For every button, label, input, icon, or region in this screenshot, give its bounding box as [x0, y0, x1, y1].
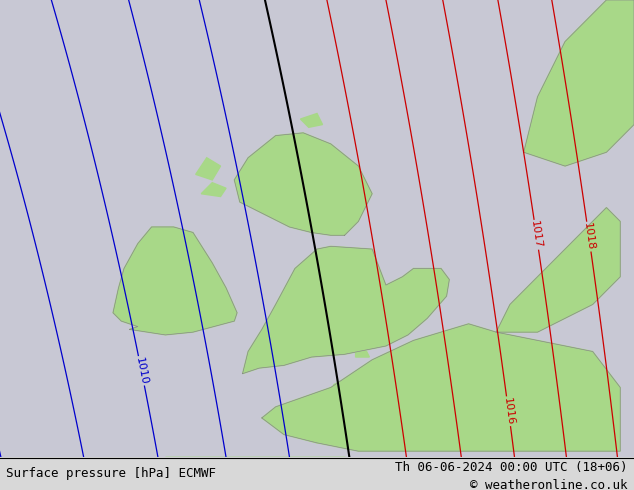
Text: 1017: 1017 — [529, 220, 543, 249]
Polygon shape — [262, 324, 620, 451]
Polygon shape — [333, 379, 350, 390]
Text: 1010: 1010 — [134, 356, 149, 386]
Polygon shape — [201, 183, 226, 196]
Polygon shape — [301, 114, 323, 127]
Text: Surface pressure [hPa] ECMWF: Surface pressure [hPa] ECMWF — [6, 467, 216, 480]
Text: 1018: 1018 — [582, 222, 596, 251]
Polygon shape — [235, 133, 372, 235]
Polygon shape — [356, 351, 370, 357]
Polygon shape — [113, 227, 237, 335]
Polygon shape — [262, 410, 344, 443]
Polygon shape — [496, 208, 620, 332]
Text: 1016: 1016 — [501, 397, 515, 426]
Polygon shape — [196, 158, 221, 180]
Polygon shape — [243, 246, 450, 374]
Text: © weatheronline.co.uk: © weatheronline.co.uk — [470, 479, 628, 490]
Text: Th 06-06-2024 00:00 UTC (18+06): Th 06-06-2024 00:00 UTC (18+06) — [395, 461, 628, 474]
Polygon shape — [524, 0, 634, 166]
Text: 1013: 1013 — [346, 470, 360, 490]
Text: 1015: 1015 — [460, 483, 474, 490]
